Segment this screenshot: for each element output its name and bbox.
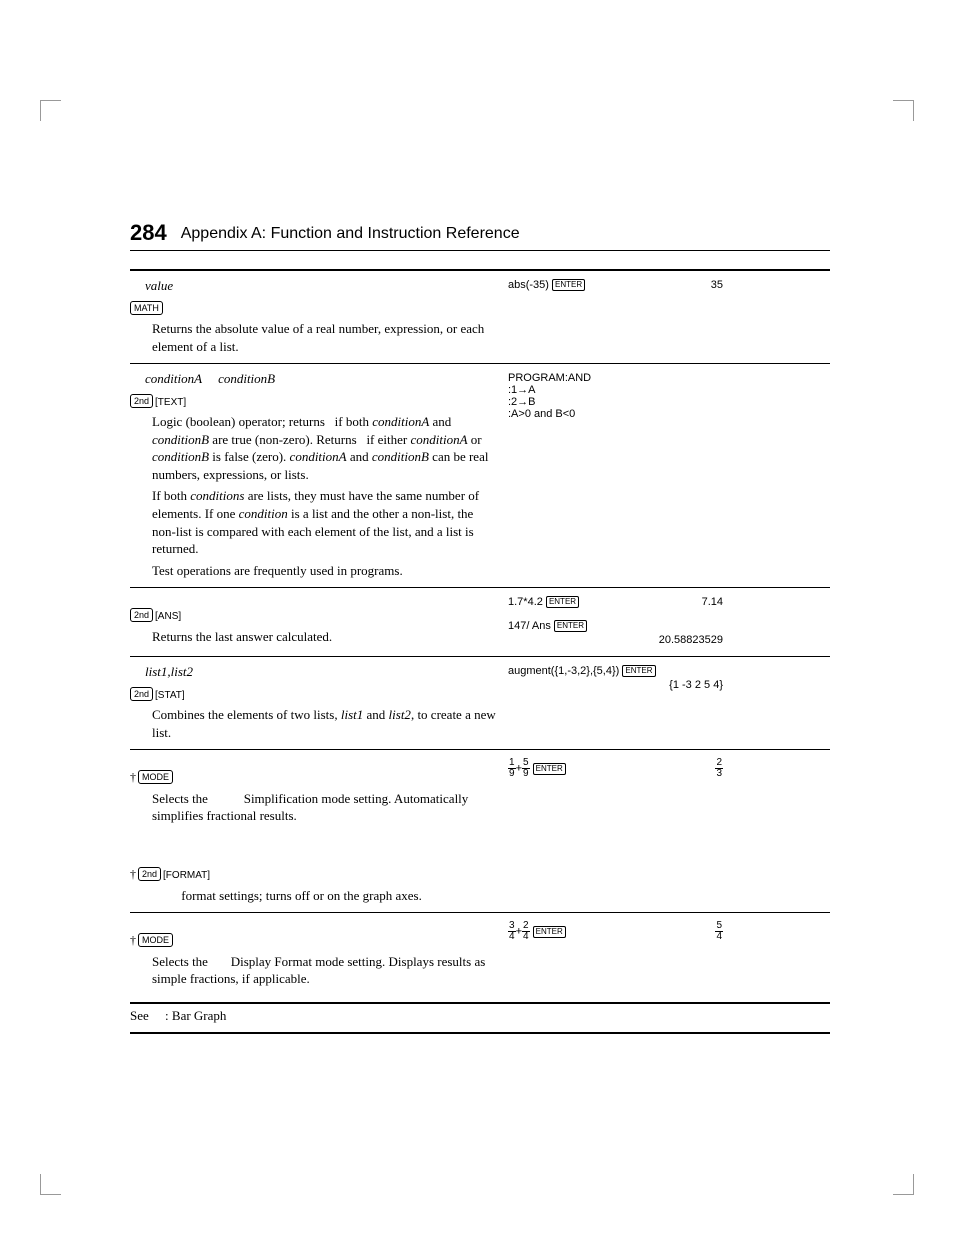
abs-ex-l: abs(-35) — [508, 279, 549, 291]
autosimp-desc: Selects the Simplification mode setting.… — [152, 790, 500, 825]
key-mode: MODE — [138, 933, 173, 947]
entry-autosimp: †MODE Selects the Simplification mode se… — [130, 749, 830, 833]
and-desc1: Logic (boolean) operator; returns if bot… — [152, 413, 500, 483]
entry-and: conditionA conditionB 2nd[TEXT] Logic (b… — [130, 363, 830, 587]
and-ex3: :2→B — [508, 396, 723, 408]
abs-ex-r: 35 — [711, 279, 723, 291]
axes-desc: format settings; turns off or on the gra… — [152, 887, 500, 905]
key-text: [TEXT] — [155, 397, 186, 408]
bc-desc: Selects the Display Format mode setting.… — [152, 953, 500, 988]
page-title: Appendix A: Function and Instruction Ref… — [181, 225, 520, 243]
entry-bar: See : Bar Graph — [130, 1002, 830, 1024]
key-mode: MODE — [138, 770, 173, 784]
entry-ans: 2nd[ANS] Returns the last answer calcula… — [130, 587, 830, 656]
entry-axes: †2nd[FORMAT] format settings; turns off … — [130, 833, 830, 912]
key-2nd: 2nd — [138, 867, 161, 881]
augment-desc: Combines the elements of two lists, list… — [152, 706, 500, 741]
and-desc2: If both conditions are lists, they must … — [152, 487, 500, 557]
key-format: [FORMAT] — [163, 870, 210, 881]
ans-desc: Returns the last answer calculated. — [152, 628, 500, 646]
and-ex2: :1→A — [508, 384, 723, 396]
abs-syntax: value — [145, 277, 500, 295]
augment-syntax: list1,list2 — [145, 663, 500, 681]
enter-key: ENTER — [552, 279, 585, 291]
key-2nd: 2nd — [130, 608, 153, 622]
entry-abs: value MATH Returns the absolute value of… — [130, 269, 830, 363]
dagger-icon: † — [130, 933, 136, 947]
abs-desc: Returns the absolute value of a real num… — [152, 320, 500, 355]
page-header: 284 Appendix A: Function and Instruction… — [130, 220, 830, 251]
entry-augment: list1,list2 2nd[STAT] Combines the eleme… — [130, 656, 830, 749]
key-2nd: 2nd — [130, 394, 153, 408]
dagger-icon: † — [130, 770, 136, 784]
and-desc3: Test operations are frequently used in p… — [152, 562, 500, 580]
dagger-icon: † — [130, 867, 136, 881]
and-ex1: PROGRAM:AND — [508, 372, 723, 384]
page-number: 284 — [130, 220, 167, 246]
key-2nd: 2nd — [130, 687, 153, 701]
key-math: MATH — [130, 301, 163, 315]
key-stat: [STAT] — [155, 690, 185, 701]
and-ex4: :A>0 and B<0 — [508, 408, 723, 420]
key-ans: [ANS] — [155, 611, 181, 622]
entry-bc: †MODE Selects the Display Format mode se… — [130, 912, 830, 996]
